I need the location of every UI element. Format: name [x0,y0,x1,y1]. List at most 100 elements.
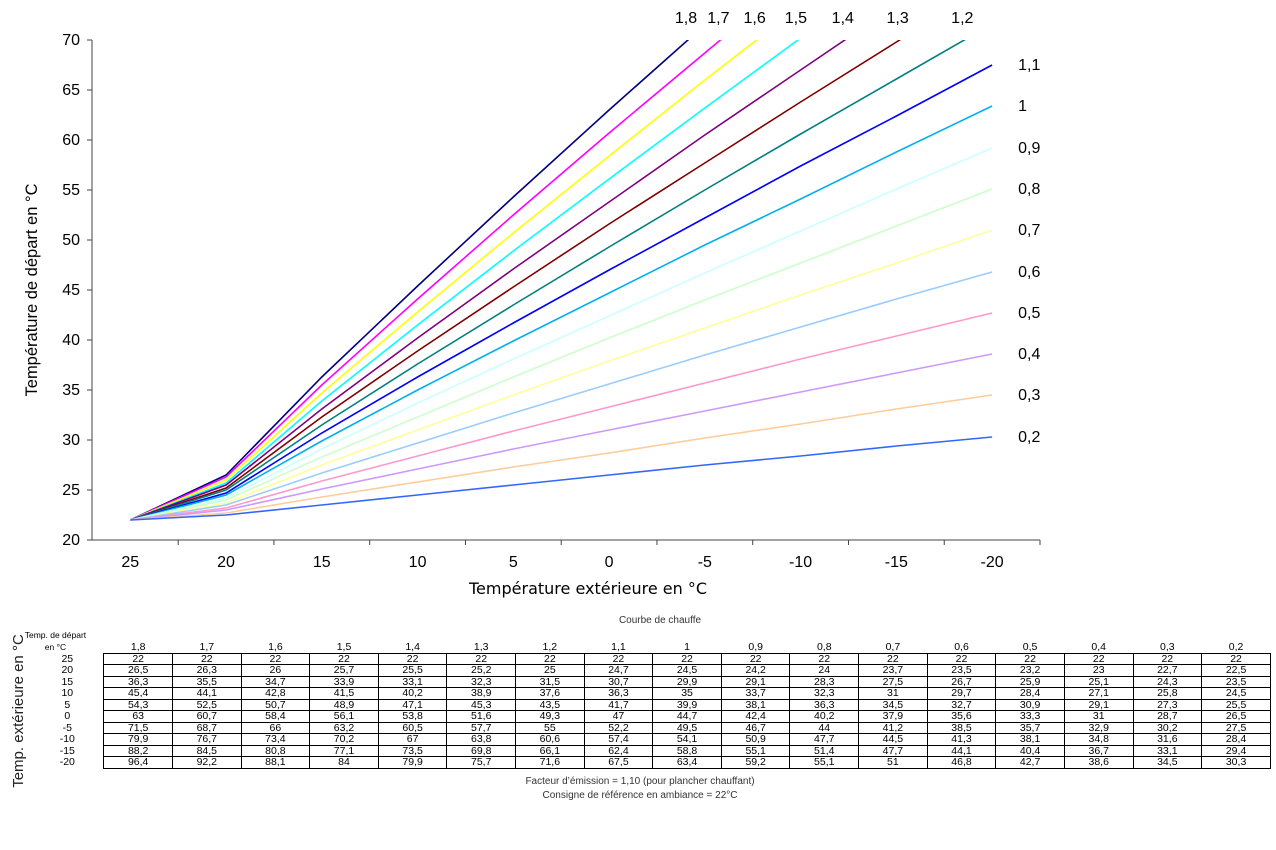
series-line [130,105,993,521]
table-cell: 25 [515,664,585,677]
table-cell: 44,1 [926,744,997,757]
table-cell: 88,1 [240,756,311,769]
table-row-label: -10 [59,733,75,746]
series-line [130,40,966,521]
table-column-header: 1,8 [130,640,146,653]
table-cell: 63 [103,710,173,723]
table-row: Temp. extérieure en °C 25 22 22 22 22 22 22 22 22… [7,634,1271,787]
curve-label: 1,3 [886,10,908,27]
table-cell: 22 [583,652,654,665]
series-line [130,188,993,521]
table-row: -10 79,9 76,7 73,4 70,2 67 63,8 60,6 57,4 54,1 50,… [7,733,1271,746]
table-cell: 22 [446,652,517,665]
table-side-header: Temp. extérieure en °C [7,634,31,788]
table-cell: 52,5 [171,698,242,711]
table-column-header: 0,8 [816,640,832,653]
y-tick-label: 25 [62,482,80,499]
table-cell: 75,7 [446,756,517,769]
table-cell: 40,2 [377,687,448,700]
table-cell: 30,3 [1201,756,1271,769]
table-cell: 22 [240,652,311,665]
table-row: -5 71,5 68,7 66 63,2 60,5 57,7 55 52,2 49,5 46,7 44… [7,721,1271,734]
table-cell: 67,5 [583,756,654,769]
table-cell: 58,8 [652,744,722,757]
series-line [130,147,993,521]
table-cell: 43,5 [515,698,585,711]
emission-factor-note: Facteur d’émission = 1,10 (pour plancher… [525,775,755,787]
table-cell: 23,2 [995,664,1065,677]
table-cell: 58,4 [240,710,311,723]
y-tick-label: 70 [62,32,80,49]
table-cell: 55,1 [789,756,860,769]
curve-label: 0,3 [1018,387,1040,404]
table-cell: 60,7 [171,710,242,723]
table-cell: 47 [583,710,654,723]
table-cell: 31 [858,687,928,700]
table-cell: 69,8 [446,744,517,757]
y-ticks: 20 25 30 35 40 45 50 55 60 65 70 [62,32,92,549]
table-cell: 22,7 [1132,664,1203,677]
table-cell: 27,3 [1132,698,1203,711]
table-cell: 76,7 [171,733,242,746]
table-cell: 63,2 [309,721,379,734]
heating-curve-table-block: Courbe de chauffe Temp. de départ en °C 1,… [7,614,1273,803]
table-cell: 27,5 [1201,721,1271,734]
table-cell: 46,8 [926,756,997,769]
table-column-header: 1,2 [542,640,558,653]
table-row: 15 36,3 35,5 34,7 33,9 33,1 32,3 31,5 30,7 29,9 29… [7,675,1271,688]
curve-label: 0,8 [1018,181,1040,198]
table-cell: 48,9 [309,698,379,711]
series-lines [129,40,993,521]
table-cell: 71,5 [103,721,173,734]
table-row-label: 5 [64,698,71,711]
table-cell: 22 [1132,652,1203,665]
table-cell: 42,7 [995,756,1065,769]
table-row: 10 45,4 44,1 42,8 41,5 40,2 38,9 37,6 36,3 35 33,7… [7,687,1271,700]
table-cell: 22 [720,652,791,665]
table-cell: 56,1 [309,710,379,723]
table-cell: 34,8 [1063,733,1134,746]
curve-label: 1,1 [1018,57,1040,74]
curve-label: 1,6 [743,10,765,27]
corner-line-1: Temp. de départ [24,630,87,640]
series-line [130,64,993,521]
x-tick-label: 15 [313,554,331,571]
table-cell: 66 [240,721,311,734]
table-cell: 38,5 [926,721,997,734]
series-line [130,353,993,521]
table-cell: 22 [926,652,997,665]
table-cell: 79,9 [377,756,448,769]
y-tick-label: 65 [62,82,80,99]
table-cell: 31 [1063,710,1134,723]
table-cell: 32,3 [789,687,860,700]
x-tick-label: 20 [217,554,235,571]
table-cell: 28,4 [1201,733,1271,746]
table-cell: 63,8 [446,733,517,746]
table-cell: 29,7 [926,687,997,700]
table-cell: 31,6 [1132,733,1203,746]
x-tick-label: 25 [121,554,139,571]
table-cell: 33,9 [309,675,379,688]
curve-label: 0,4 [1018,346,1040,363]
table-cell: 24,7 [583,664,654,677]
table-row-label: 0 [64,710,71,723]
table-cell: 32,7 [926,698,997,711]
table-cell: 62,4 [583,744,654,757]
table-row-label: 25 [61,652,74,665]
table-cell: 41,7 [583,698,654,711]
table-cell: 50,7 [240,698,311,711]
table-column-header: 0,2 [1228,640,1244,653]
table-cell: 30,7 [583,675,654,688]
table-cell: 22,5 [1201,664,1271,677]
table-cell: 54,3 [103,698,173,711]
table-cell: 24,3 [1132,675,1203,688]
table-cell: 84 [309,756,379,769]
table-cell: 47,7 [858,744,928,757]
curve-label: 1,2 [951,10,973,27]
table-column-header: 0,6 [954,640,969,653]
table-cell: 25,5 [1201,698,1271,711]
series-line [129,40,758,521]
x-tick-label: 0 [605,554,614,571]
table-cell: 36,7 [1063,744,1134,757]
table-cell: 80,8 [240,744,311,757]
